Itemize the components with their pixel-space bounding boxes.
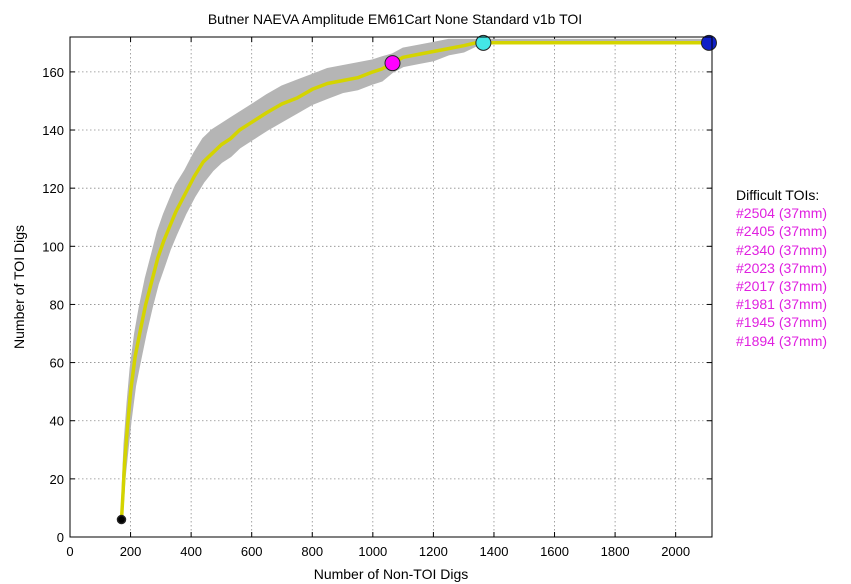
operating-point-marker [384,55,401,72]
x-tick-label: 800 [301,544,323,559]
x-tick-labels: 0 200 400 600 800 1000 1200 1400 1600 1800 2000 [66,544,690,559]
chart-title: Butner NAEVA Amplitude EM61Cart None Sta… [208,11,582,27]
operating-point-marker [116,514,127,525]
x-tick-label: 1200 [419,544,448,559]
difficult-toi-item: #2017 (37mm) [736,278,828,295]
x-tick-label: 400 [180,544,202,559]
x-tick-label: 1000 [358,544,387,559]
y-tick-label: 0 [57,530,64,545]
confidence-band [120,38,710,520]
y-tick-label: 120 [42,181,64,196]
marker-layer [116,34,717,525]
x-tick-label: 2000 [661,544,690,559]
operating-point-marker [475,34,492,51]
difficult-tois-title: Difficult TOIs: [736,187,820,203]
operating-point-marker [700,34,717,51]
series-line-layer [119,41,709,520]
x-tick-label: 600 [241,544,263,559]
grid [69,37,712,538]
difficult-toi-item: #1981 (37mm) [736,296,828,313]
y-tick-label: 60 [50,356,64,371]
x-tick-label: 200 [120,544,142,559]
x-tick-label: 1400 [480,544,509,559]
y-tick-label: 100 [42,239,64,254]
confidence-band-layer [120,38,710,520]
difficult-toi-item: #1945 (37mm) [736,314,828,331]
y-tick-label: 160 [42,65,64,80]
y-tick-labels: 0 20 40 60 80 100 120 140 160 [42,65,64,545]
y-axis-label: Number of TOI Digs [11,225,27,349]
y-tick-label: 80 [50,297,64,312]
x-axis-label: Number of Non-TOI Digs [314,566,469,582]
x-tick-label: 0 [66,544,73,559]
difficult-toi-item: #2023 (37mm) [736,259,828,276]
x-tick-label: 1800 [601,544,630,559]
difficult-tois-list: #2504 (37mm) #2405 (37mm) #2340 (37mm) #202… [736,204,827,350]
y-tick-label: 140 [42,123,64,138]
difficult-toi-item: #1894 (37mm) [736,332,828,349]
difficult-toi-item: #2340 (37mm) [736,241,828,258]
difficult-toi-item: #2405 (37mm) [736,223,828,240]
difficult-toi-item: #2504 (37mm) [736,205,828,222]
series-line [119,41,709,520]
y-tick-label: 40 [50,414,64,429]
plot-frame [69,36,713,538]
difficult-tois-panel: Difficult TOIs: #2504 (37mm) #2405 (37mm)… [736,186,827,350]
x-tick-label: 1600 [540,544,569,559]
y-tick-label: 20 [50,472,64,487]
